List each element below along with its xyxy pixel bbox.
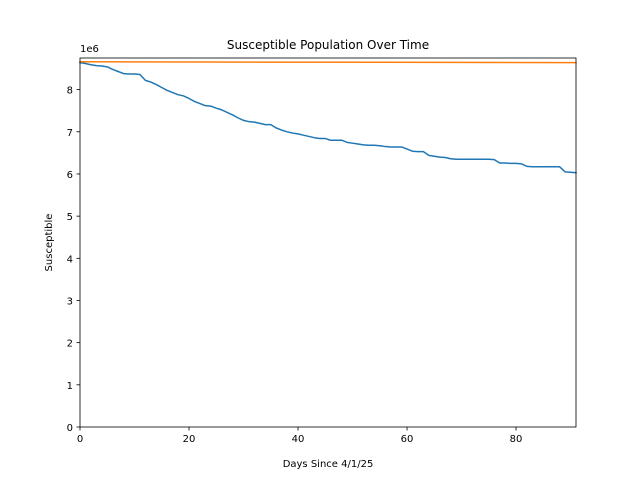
series-line-2 [79,61,577,64]
y-axis-label: Susceptible [44,214,55,272]
y-tick-label: 3 [67,296,73,307]
y-tick-label: 0 [67,423,73,434]
series-line-1 [79,61,577,174]
y-axis-offset-label: 1e6 [80,44,99,55]
y-tick-label: 7 [67,128,73,139]
x-axis: 0 20 40 60 80 [77,427,523,445]
x-tick-label: 80 [510,434,523,445]
x-tick-label: 60 [401,434,414,445]
x-axis-label: Days Since 4/1/25 [283,459,374,470]
x-tick-label: 20 [183,434,196,445]
y-tick-label: 8 [67,86,73,97]
y-tick-label: 6 [67,170,73,181]
x-tick-label: 0 [77,434,83,445]
series-layer [79,61,577,174]
y-axis: 0 1 2 3 4 5 6 7 8 [67,86,80,434]
chart-title: Susceptible Population Over Time [227,38,429,52]
y-tick-label: 5 [67,212,73,223]
y-tick-label: 1 [67,381,73,392]
y-tick-label: 4 [67,254,73,265]
x-tick-label: 40 [292,434,305,445]
y-tick-label: 2 [67,339,73,350]
plot-frame [79,57,577,428]
